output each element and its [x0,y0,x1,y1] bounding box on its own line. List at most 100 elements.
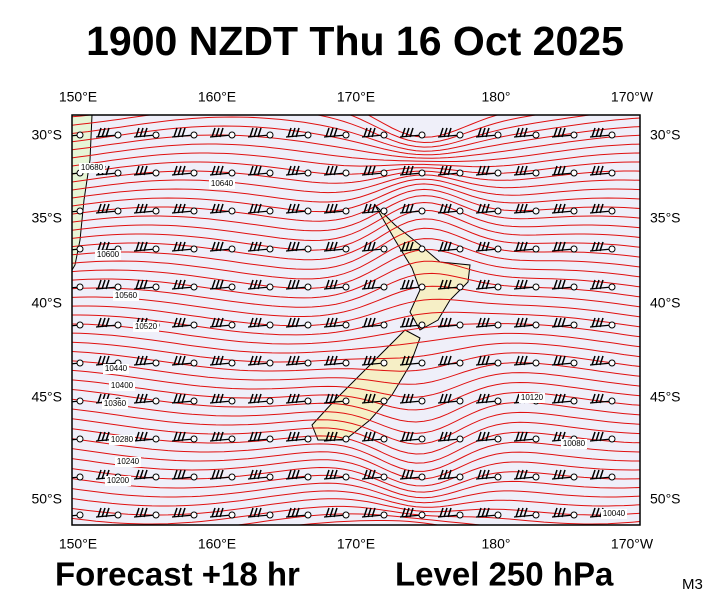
barb-feather [181,317,186,328]
barb-feather [561,355,566,366]
barb-station [76,131,84,139]
barb-feather [173,279,178,290]
barb-feather [553,431,558,442]
barb-station [228,169,236,177]
contour-label-box [209,179,235,189]
barb-station [76,435,84,443]
barb-shaft [72,324,81,327]
contour-line [72,134,640,159]
barb-shaft [72,400,81,403]
barb-station [76,359,84,367]
left-axis-label: 50°S [31,491,62,507]
barb-feather [447,393,452,404]
barb-feather [249,241,254,252]
contour-line [72,466,640,493]
barb-feather [367,355,372,366]
barb-feather [60,356,63,365]
barb-feather [139,203,144,214]
barb-station [456,511,464,519]
barb-feather [97,127,102,138]
contour-label: 10560 [115,291,138,300]
barb-station [190,473,198,481]
barb-station [304,245,312,253]
barb-feather [249,355,254,366]
barb-feather [401,393,406,404]
barb-feather [371,507,376,518]
barb-feather [329,469,334,480]
contour-line [72,170,640,184]
barb-feather [329,279,334,290]
barb-station [608,321,616,329]
barb-feather [295,241,300,252]
barb-shaft [72,438,81,441]
barb-feather [181,355,186,366]
barb-feather [60,318,63,327]
barb-feather [447,203,452,214]
barb-feather [287,393,292,404]
barb-feather [219,127,224,138]
barb-shaft [72,210,81,213]
barb-feather [64,508,67,517]
barb-feather [173,431,178,442]
barb-station [152,283,160,291]
barb-feather [295,393,300,404]
barb-feather [481,203,486,214]
barb-feather [485,127,490,138]
barb-feather [367,507,372,518]
barb-feather [287,507,292,518]
barb-feather [249,431,254,442]
barb-station [228,397,236,405]
barb-feather [367,393,372,404]
barb-feather [287,279,292,290]
barb-feather [249,317,254,328]
barb-feather [477,241,482,252]
barb-feather [105,127,110,138]
barb-feather [215,317,220,328]
barb-feather [443,241,448,252]
contour-line [72,418,640,455]
contour-line [72,178,640,203]
barb-feather [557,317,562,328]
barb-feather [68,432,71,441]
barb-feather [557,393,562,404]
barb-feather [481,469,486,480]
barb-feather [295,127,300,138]
barb-feather [143,203,148,214]
barb-feather [523,355,528,366]
barb-feather [97,393,102,404]
barb-station [152,169,160,177]
barb-feather [215,279,220,290]
contour-line [72,152,640,168]
contour-label: 10040 [603,509,626,518]
barb-feather [287,165,292,176]
barb-feather [105,431,110,442]
contours [72,115,640,525]
barb-feather [481,165,486,176]
barb-feather [515,469,520,480]
barb-feather [325,317,330,328]
barb-station [456,473,464,481]
barb-feather [401,507,406,518]
barb-feather [177,165,182,176]
contour-line [72,174,640,194]
barb-feather [401,469,406,480]
barb-feather [253,203,258,214]
contour-line [72,341,640,363]
barb-feather [291,279,296,290]
barb-station [494,207,502,215]
barb-station [266,473,274,481]
barb-feather [249,279,254,290]
barb-feather [215,393,220,404]
barb-feather [409,317,414,328]
barb-station [190,131,198,139]
barb-feather [367,203,372,214]
barb-feather [215,431,220,442]
barb-feather [333,165,338,176]
barb-feather [447,355,452,366]
barb-feather [485,355,490,366]
contour-label-box [519,393,545,403]
barb-station [304,131,312,139]
barb-feather [135,431,140,442]
barb-feather [405,507,410,518]
